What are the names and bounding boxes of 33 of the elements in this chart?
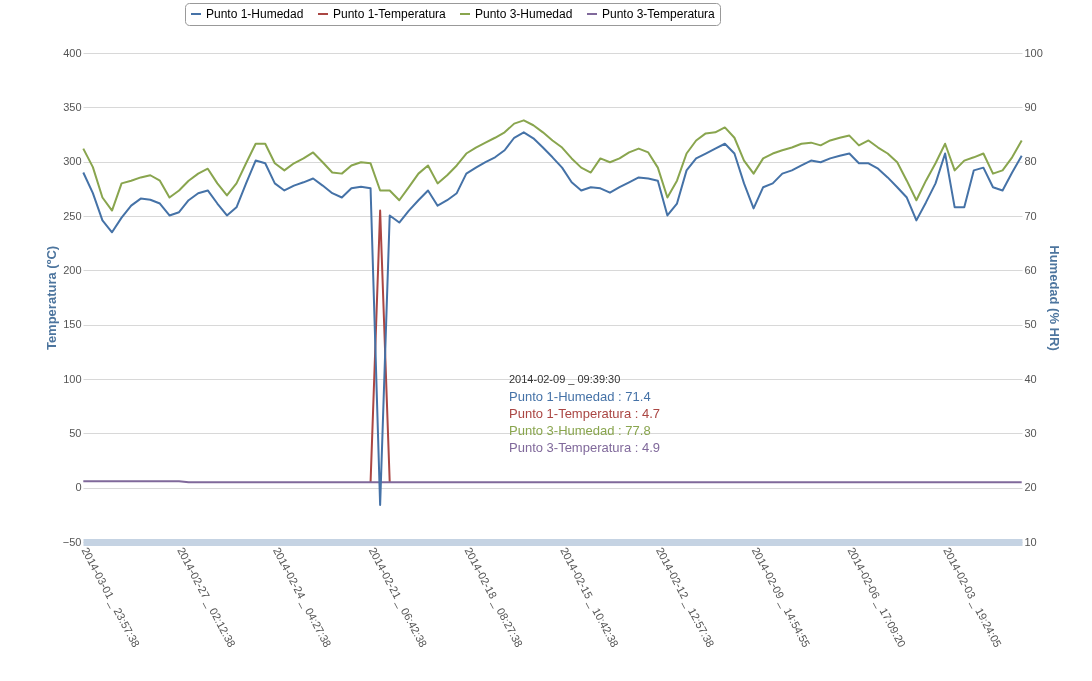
- y-axis-title: Temperatura (ºC): [43, 245, 59, 351]
- y2-tick-label: 70: [1024, 209, 1037, 222]
- y-tick-label: −50: [62, 535, 82, 548]
- y2-axis-title: Humedad (% HR): [1046, 245, 1062, 351]
- y-tick-label: 400: [63, 46, 82, 59]
- y-tick-label: 250: [63, 209, 82, 222]
- line-series: [82, 119, 1023, 212]
- y2-tick-label: 80: [1024, 155, 1037, 168]
- y2-tick-label: 20: [1024, 481, 1037, 494]
- line-series: [82, 131, 1023, 507]
- y2-tick-label: 90: [1024, 100, 1037, 113]
- y2-tick-label: 10: [1024, 535, 1037, 548]
- annotation: 2014-02-09 _ 09:39:30: [509, 373, 621, 385]
- legend-label: Punto 1-Humedad: [206, 7, 304, 21]
- y-tick-label: 150: [63, 318, 82, 331]
- y2-tick-label: 100: [1024, 46, 1043, 59]
- annotation: Punto 3-Temperatura : 4.9: [509, 440, 661, 455]
- y2-tick-label: 60: [1024, 263, 1037, 276]
- annotation: Punto 3-Humedad : 77.8: [509, 423, 651, 438]
- y2-tick-label: 40: [1024, 372, 1037, 385]
- y-tick-label: 0: [75, 481, 82, 494]
- legend-label: Punto 1-Temperatura: [333, 7, 447, 21]
- annotation: Punto 1-Humedad : 71.4: [509, 389, 651, 404]
- y-tick-label: 300: [63, 155, 82, 168]
- y-tick-label: 50: [69, 426, 82, 439]
- y-tick-label: 100: [63, 372, 82, 385]
- y-tick-label: 200: [63, 263, 82, 276]
- y2-tick-label: 30: [1024, 426, 1037, 439]
- legend-label: Punto 3-Temperatura: [602, 7, 716, 21]
- y2-tick-label: 50: [1024, 318, 1037, 331]
- y-tick-label: 350: [63, 100, 82, 113]
- annotation: Punto 1-Temperatura : 4.7: [509, 406, 661, 421]
- legend-label: Punto 3-Humedad: [475, 7, 573, 21]
